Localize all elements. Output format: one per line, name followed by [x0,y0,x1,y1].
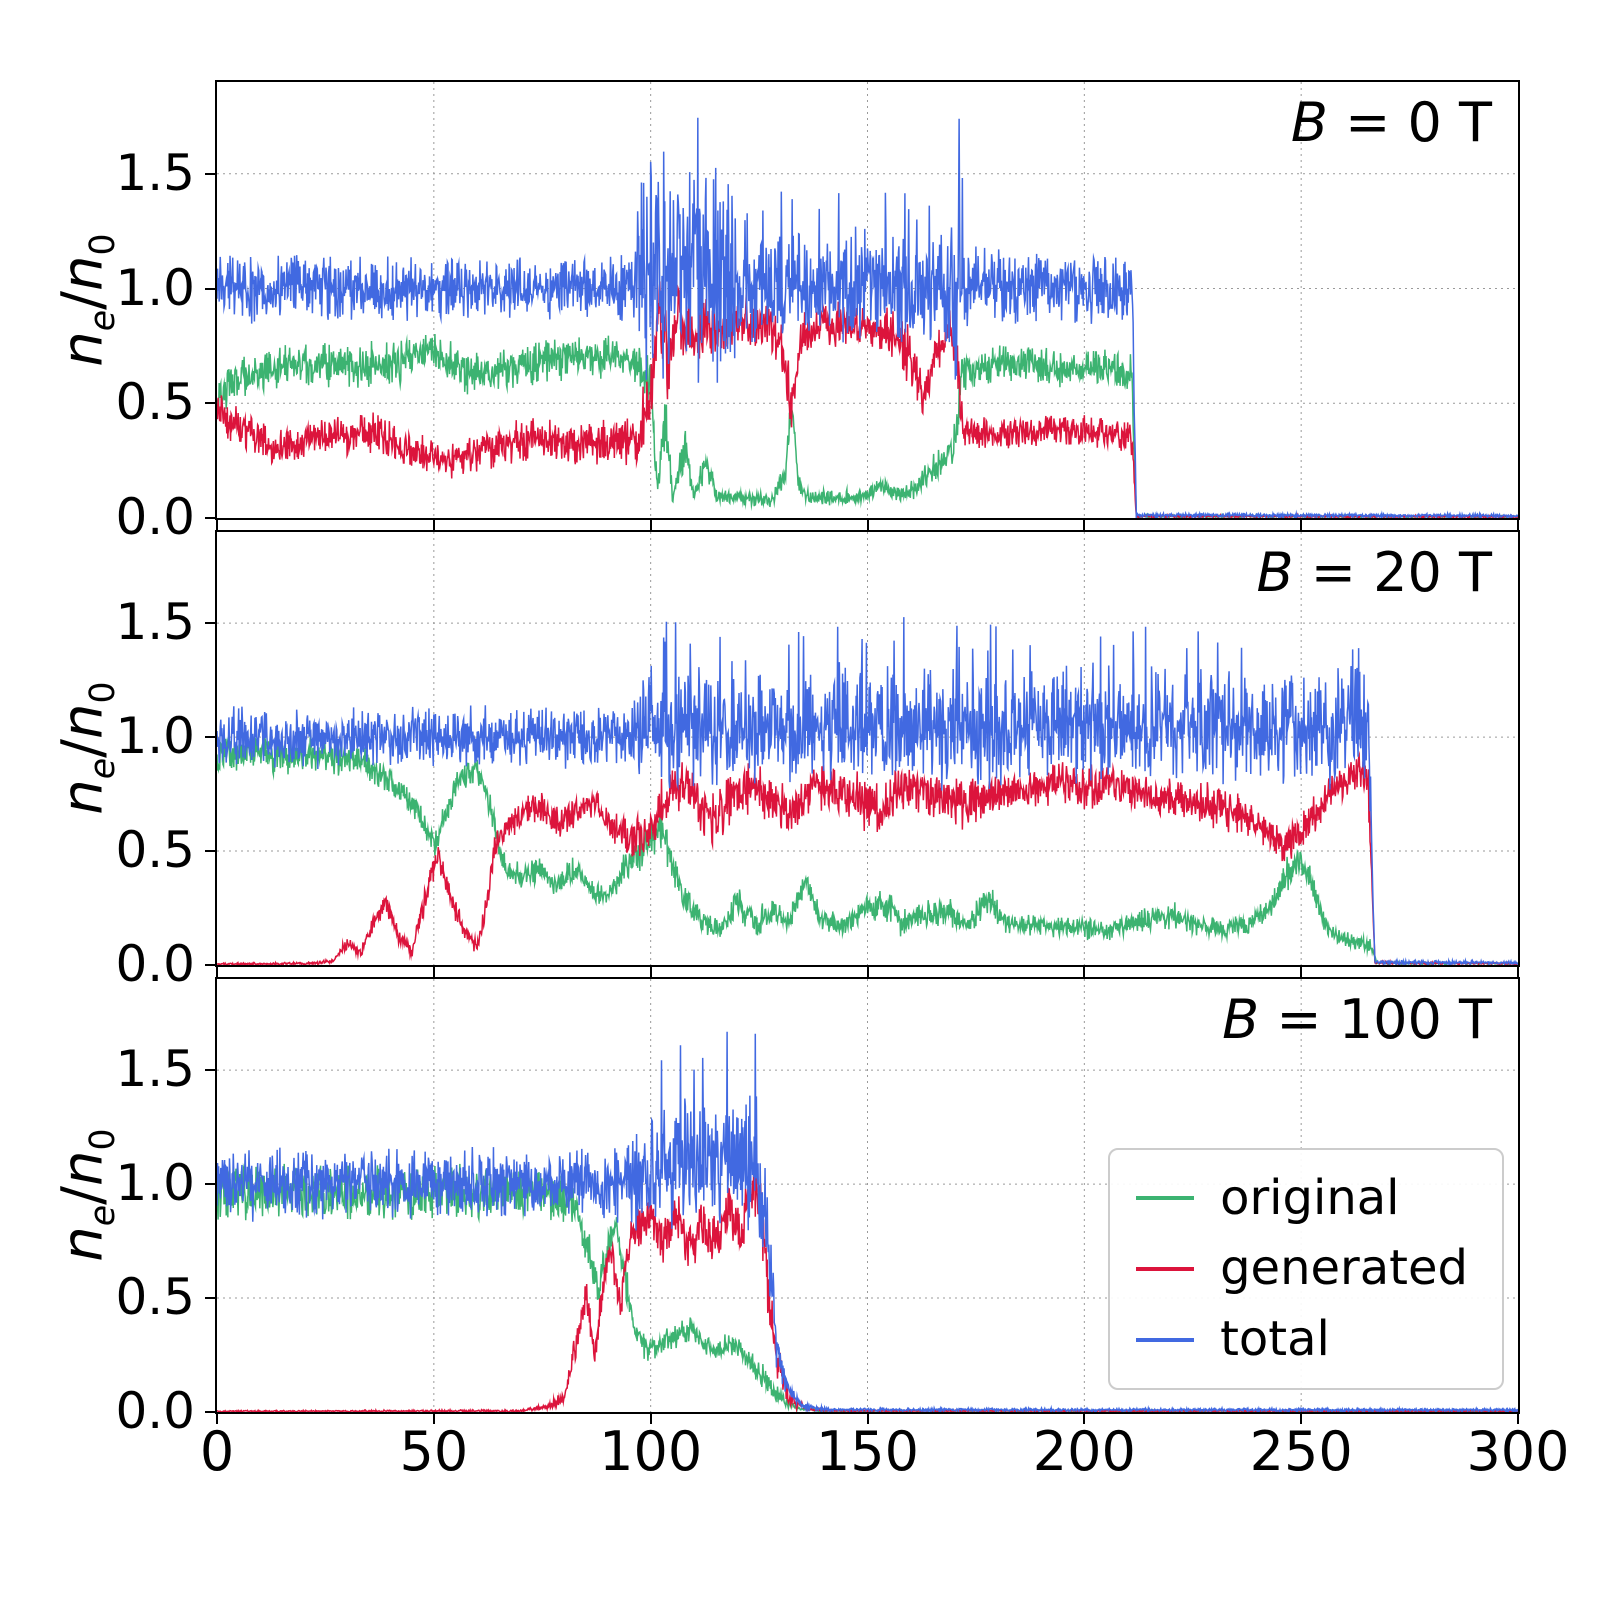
x-tick-mark [649,518,652,530]
legend-line-total [1136,1337,1195,1342]
x-tick-label: 150 [815,1420,920,1483]
y-tick-mark [205,964,217,966]
y-tick-label: 1.5 [115,1039,195,1098]
x-tick-mark [432,518,435,530]
x-tick-mark [1083,518,1086,530]
legend-label-generated: generated [1220,1240,1468,1297]
x-tick-mark [1517,518,1519,530]
legend-item-generated: generated [1136,1242,1468,1295]
x-tick-mark [1083,965,1086,977]
x-tick-mark [432,1412,435,1424]
x-tick-label: 100 [599,1420,703,1483]
panel-title-rest: = 100 T [1259,988,1492,1051]
x-tick-mark [649,1412,652,1424]
y-tick-mark [205,172,217,175]
x-tick-mark [1300,965,1303,977]
y-tick-mark [205,850,217,853]
y-tick-mark [205,736,217,739]
y-tick-mark [205,1183,217,1186]
x-tick-label: 50 [399,1420,469,1483]
x-tick-mark [1300,1412,1303,1424]
y-tick-mark [205,287,217,290]
x-tick-mark [432,965,435,977]
y-tick-label: 0.5 [115,820,195,879]
y-tick-label: 1.5 [115,592,195,651]
panel-b100: B = 100 T ne/n0 original generated total… [51,977,1520,1440]
panel-title-b20: B = 20 T [1256,541,1493,604]
y-tick-label: 1.5 [115,143,195,202]
legend-item-original: original [1136,1169,1468,1226]
plot-canvas-b0 [217,82,1518,518]
legend-label-total: total [1220,1311,1330,1368]
y-tick-mark [205,402,217,405]
ylabel-numerator: n [50,331,116,367]
y-tick-label: 1.0 [115,258,195,317]
x-tick-mark [216,518,218,530]
legend-label-original: original [1220,1169,1400,1226]
panel-title-symbol: B [1222,988,1260,1051]
x-tick-mark [1517,965,1519,977]
legend-item-total: total [1136,1313,1468,1366]
panel-title-rest: = 0 T [1327,91,1492,154]
panel-title-b0: B = 0 T [1290,91,1492,154]
panel-b20: B = 20 T ne/n0 0.0 0.5 1.0 1.5 [51,530,1520,993]
legend: original generated total [1108,1147,1504,1390]
y-tick-mark [205,1411,217,1413]
panel-title-symbol: B [1256,541,1294,604]
legend-line-generated [1136,1266,1195,1271]
y-tick-label: 0.5 [115,373,195,432]
x-tick-mark [1517,1412,1519,1424]
y-tick-label: 0.5 [115,1267,195,1326]
x-tick-mark [216,965,218,977]
legend-line-original [1136,1196,1195,1200]
y-tick-mark [205,1297,217,1300]
panel-title-rest: = 20 T [1293,541,1492,604]
x-tick-mark [1300,518,1303,530]
x-tick-mark [649,965,652,977]
x-tick-label: 200 [1032,1420,1136,1483]
y-tick-mark [205,517,217,519]
x-tick-label: 300 [1466,1420,1570,1483]
panel-title-b100: B = 100 T [1222,988,1492,1051]
x-tick-label: 250 [1249,1420,1353,1483]
x-tick-label: 0 [199,1420,235,1483]
plot-canvas-b20 [217,532,1518,965]
y-tick-label: 1.0 [115,1153,195,1212]
x-tick-mark [216,1412,218,1424]
x-tick-mark [866,518,869,530]
x-tick-mark [1083,1412,1086,1424]
x-tick-mark [866,965,869,977]
panel-b0: B = 0 T ne/n0 0.0 0.5 1.0 1.5 [51,80,1520,546]
y-tick-label: 1.0 [115,706,195,765]
y-tick-mark [205,1069,217,1072]
x-tick-mark [866,1412,869,1424]
y-tick-label: 0.0 [115,487,195,546]
y-tick-label: 0.0 [115,934,195,993]
y-tick-label: 0.0 [115,1381,195,1440]
panel-title-symbol: B [1290,91,1328,154]
y-tick-mark [205,622,217,625]
